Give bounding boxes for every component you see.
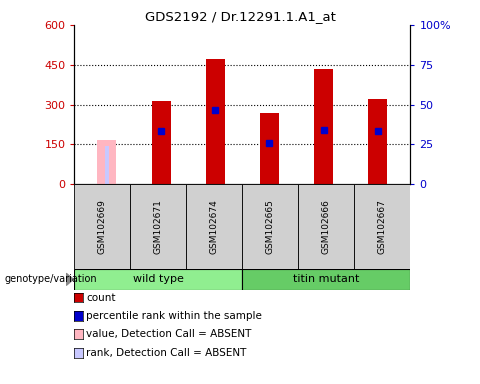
Text: GSM102671: GSM102671 (154, 199, 163, 254)
Bar (74, 269, 242, 290)
Text: GSM102666: GSM102666 (322, 199, 331, 254)
Bar (186, 184, 242, 269)
Text: percentile rank within the sample: percentile rank within the sample (86, 311, 262, 321)
Bar (105, 146, 109, 184)
Bar (97, 141, 117, 184)
Bar (152, 101, 170, 184)
Text: GSM102667: GSM102667 (378, 199, 387, 254)
Polygon shape (66, 273, 73, 285)
Bar (354, 184, 410, 269)
Text: wild type: wild type (133, 274, 184, 285)
Text: genotype/variation: genotype/variation (5, 274, 97, 285)
Bar (74, 184, 131, 269)
Text: rank, Detection Call = ABSENT: rank, Detection Call = ABSENT (86, 348, 247, 358)
Bar (369, 99, 387, 184)
Text: GSM102669: GSM102669 (98, 199, 107, 254)
Bar (206, 60, 225, 184)
Text: GDS2192 / Dr.12291.1.A1_at: GDS2192 / Dr.12291.1.A1_at (144, 10, 336, 23)
Text: titin mutant: titin mutant (293, 274, 360, 285)
Text: count: count (86, 293, 116, 303)
Text: GSM102674: GSM102674 (210, 199, 219, 254)
Bar (299, 184, 354, 269)
Bar (131, 184, 186, 269)
Text: GSM102665: GSM102665 (266, 199, 275, 254)
Text: value, Detection Call = ABSENT: value, Detection Call = ABSENT (86, 329, 252, 339)
Bar (314, 69, 333, 184)
Bar (260, 113, 279, 184)
Bar (242, 269, 410, 290)
Bar (242, 184, 299, 269)
